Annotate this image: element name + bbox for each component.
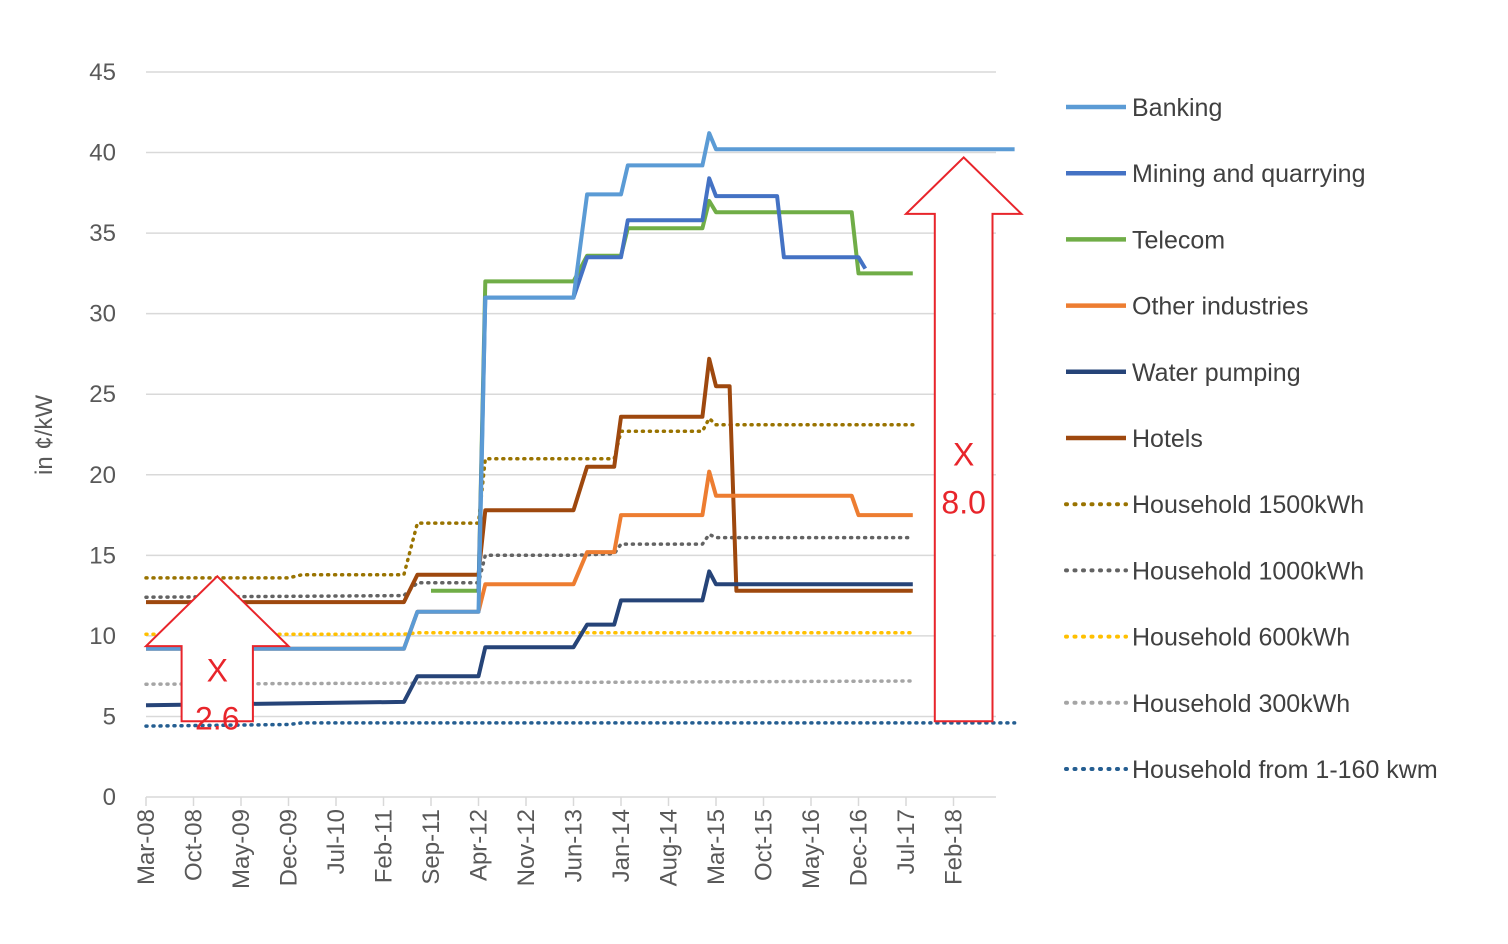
y-tick-label: 20 [89,462,116,489]
annotation-arrow-2 [903,156,1024,723]
x-tick-label: Feb-18 [941,809,968,885]
legend-label: Mining and quarrying [1132,160,1365,188]
x-tick-label: Dec-16 [846,809,873,886]
series-line-telecom [431,198,913,593]
series-line-mining-and-quarrying [476,176,868,593]
series-lines [144,131,1017,728]
annotation-label-factor: 8.0 [941,485,985,521]
annotation-label-x: X [207,653,228,689]
x-tick-label: Mar-08 [133,809,160,885]
axes: 0 5 10 15 20 25 30 35 40 45 Mar-08 Oct-08 May-09 Dec-… [89,59,996,889]
x-tick-label: Sep-11 [418,809,445,885]
legend-label: Hotels [1132,425,1203,453]
grid-lines [146,71,996,718]
y-tick-label: 10 [89,623,116,650]
series-line-household-from-1-160-kwm [144,721,1017,728]
legend-label: Telecom [1132,226,1225,254]
x-tick-label: Jan-14 [608,809,635,882]
x-tick-label: Mar-15 [703,809,730,885]
series-line-household-1000kwh [144,532,915,599]
y-tick-label: 30 [89,301,116,328]
y-tick-label: 5 [103,703,116,730]
legend-label: Household 600kWh [1132,624,1350,652]
annotation-arrow-1 [143,574,291,723]
series-line-hotels [146,356,913,605]
x-tick-label: Aug-14 [656,809,683,886]
legend-label: Household from 1-160 kwm [1132,756,1438,784]
y-tick-label: 40 [89,140,116,167]
y-tick-label: 15 [89,542,116,569]
x-tick-label: Jul-10 [323,809,350,874]
x-tick-label: May-16 [798,809,825,889]
x-tick-label: Dec-09 [276,809,303,886]
x-tick-label: May-09 [228,809,255,889]
x-tick-label: Jun-13 [561,809,588,882]
series-line-household-300kwh [144,679,915,686]
x-tick-label: Nov-12 [513,809,540,886]
y-tick-label: 45 [89,59,116,86]
x-tick-label: Apr-12 [466,809,493,881]
legend-label: Household 1000kWh [1132,557,1364,585]
legend-label: Banking [1132,94,1222,122]
annotation-label-factor: 2.6 [195,701,239,737]
x-tick-label: Oct-08 [181,809,208,881]
annotation-arrows: X 2.6 X 8.0 [143,156,1024,737]
annotation-label-x: X [953,437,974,473]
x-tick-label: Jul-17 [893,809,920,874]
series-line-water-pumping [145,569,913,708]
y-tick-label: 25 [89,381,116,408]
series-line-banking [146,131,1015,651]
x-tick-label: Feb-11 [371,809,398,883]
legend-label: Other industries [1132,293,1308,321]
y-tick-label: 0 [103,784,116,811]
legend-label: Household 1500kWh [1132,491,1364,519]
y-tick-label: 35 [89,220,116,247]
legend: Banking Mining and quarrying Telecom Other … [1064,94,1438,784]
legend-label: Household 300kWh [1132,690,1350,718]
x-tick-label: Oct-15 [751,809,778,881]
series-line-household-1500kwh [144,416,915,580]
legend-label: Water pumping [1132,359,1301,387]
y-axis-label: in ¢/kW [31,395,58,475]
